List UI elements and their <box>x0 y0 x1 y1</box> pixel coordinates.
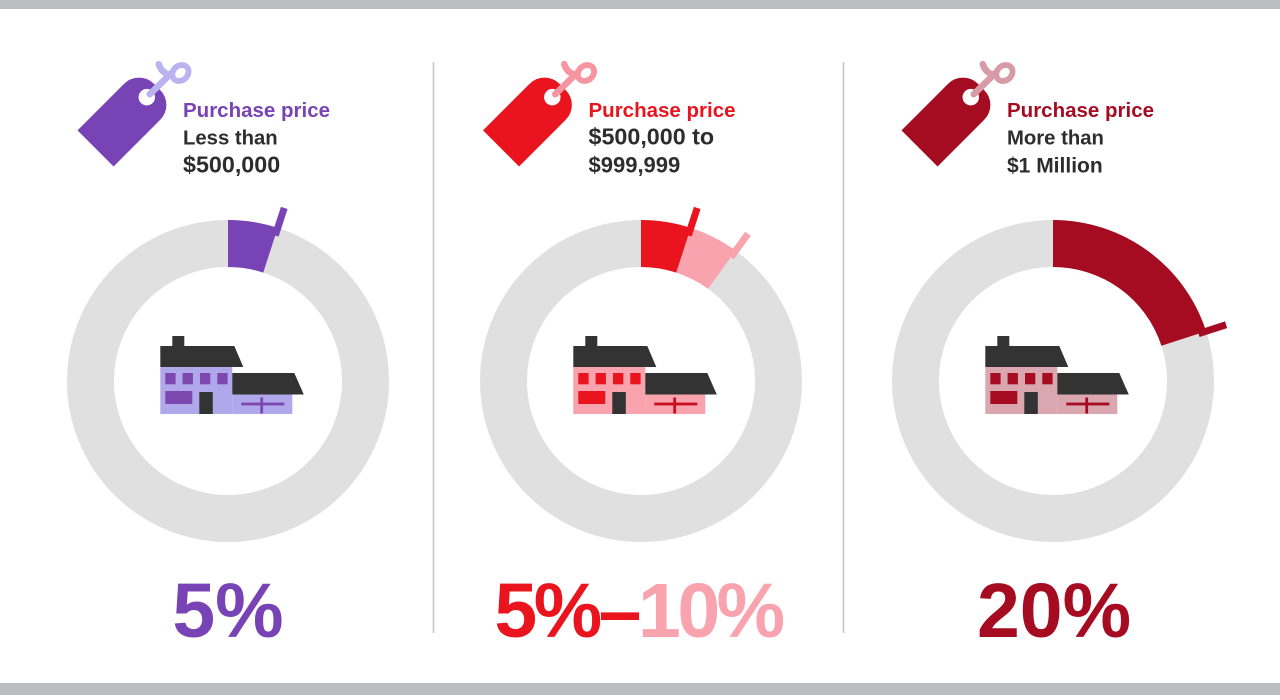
svg-text:$999,999: $999,999 <box>589 153 681 178</box>
svg-text:5%–10%: 5%–10% <box>494 568 783 654</box>
svg-text:5%: 5% <box>172 568 283 654</box>
svg-text:$1 Million: $1 Million <box>1007 155 1103 178</box>
svg-text:Less than: Less than <box>183 128 278 150</box>
svg-text:Purchase price: Purchase price <box>1007 99 1154 122</box>
svg-text:More than: More than <box>1007 128 1104 150</box>
svg-text:20%: 20% <box>977 568 1131 654</box>
svg-text:$500,000 to: $500,000 to <box>589 124 715 150</box>
svg-text:Purchase price: Purchase price <box>589 99 736 122</box>
svg-text:Purchase price: Purchase price <box>183 99 330 122</box>
svg-text:$500,000: $500,000 <box>183 152 280 178</box>
